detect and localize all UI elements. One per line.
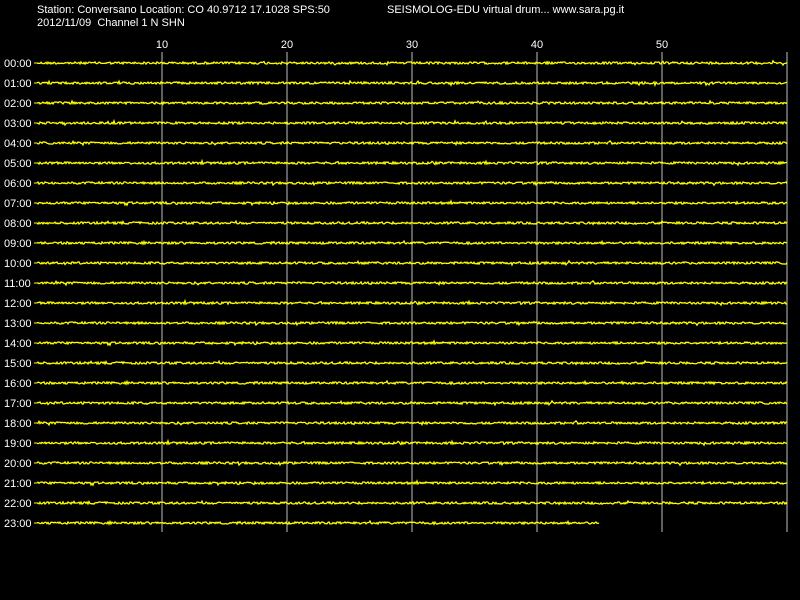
seismic-trace xyxy=(36,399,788,407)
hour-label: 09:00 xyxy=(4,238,32,250)
hour-label: 10:00 xyxy=(4,258,32,270)
x-tick-label: 10 xyxy=(156,39,168,51)
hour-label: 03:00 xyxy=(4,118,32,130)
hour-label: 21:00 xyxy=(4,478,32,490)
seismic-trace xyxy=(36,379,788,386)
x-tick-label: 20 xyxy=(281,39,293,51)
hour-label: 12:00 xyxy=(4,298,32,310)
hour-label: 06:00 xyxy=(4,178,32,190)
seismic-trace xyxy=(36,59,788,67)
hour-labels: 00:00 01:00 02:00 03:00 04:00 05:00 06:00 07:00… xyxy=(4,58,32,530)
x-tick-label: 40 xyxy=(531,39,543,51)
hour-label: 16:00 xyxy=(4,378,32,390)
date-channel-info: 2012/11/09 Channel 1 N SHN xyxy=(37,17,185,29)
seismic-trace xyxy=(36,519,600,526)
hour-label: 11:00 xyxy=(4,278,31,290)
hour-label: 05:00 xyxy=(4,158,32,170)
app-title: SEISMOLOG-EDU virtual drum... www.sara.p… xyxy=(387,4,625,16)
seismic-trace xyxy=(36,419,788,427)
hour-label: 01:00 xyxy=(4,78,32,90)
seismic-trace xyxy=(36,479,788,487)
hour-label: 23:00 xyxy=(4,518,32,530)
seismic-trace xyxy=(36,99,788,106)
seismic-trace xyxy=(36,499,788,506)
seismic-trace xyxy=(36,320,788,327)
seismic-trace xyxy=(36,279,788,287)
seismic-trace xyxy=(36,239,788,246)
seismic-trace xyxy=(36,219,788,226)
hour-label: 08:00 xyxy=(4,218,32,230)
hour-label: 19:00 xyxy=(4,438,32,450)
hour-label: 02:00 xyxy=(4,98,32,110)
seismic-trace xyxy=(36,460,788,467)
seismic-trace xyxy=(36,199,788,207)
trace-layer xyxy=(34,59,788,526)
seismic-trace xyxy=(36,139,788,147)
x-tick-label: 30 xyxy=(406,39,418,51)
x-tick-labels: 10 20 30 40 50 xyxy=(156,39,668,51)
grid-layer xyxy=(161,52,788,532)
hour-label: 00:00 xyxy=(4,58,32,70)
x-tick-label: 50 xyxy=(656,39,668,51)
hour-label: 18:00 xyxy=(4,418,32,430)
seismic-trace xyxy=(36,118,788,127)
seismic-trace xyxy=(36,438,788,447)
hour-label: 17:00 xyxy=(4,398,32,410)
hour-label: 22:00 xyxy=(4,498,32,510)
hour-label: 04:00 xyxy=(4,138,32,150)
station-info: Station: Conversano Location: CO 40.9712… xyxy=(37,4,330,16)
hour-label: 07:00 xyxy=(4,198,32,210)
hour-label: 15:00 xyxy=(4,358,32,370)
hour-label: 13:00 xyxy=(4,318,32,330)
hour-label: 20:00 xyxy=(4,458,32,470)
seismic-trace xyxy=(36,298,788,307)
seismic-trace xyxy=(36,180,788,187)
seismic-trace xyxy=(36,359,788,366)
seismic-trace xyxy=(36,158,788,167)
seismic-trace xyxy=(36,339,788,347)
seismic-trace xyxy=(36,79,788,88)
seismic-trace xyxy=(36,259,788,267)
hour-label: 14:00 xyxy=(4,338,32,350)
